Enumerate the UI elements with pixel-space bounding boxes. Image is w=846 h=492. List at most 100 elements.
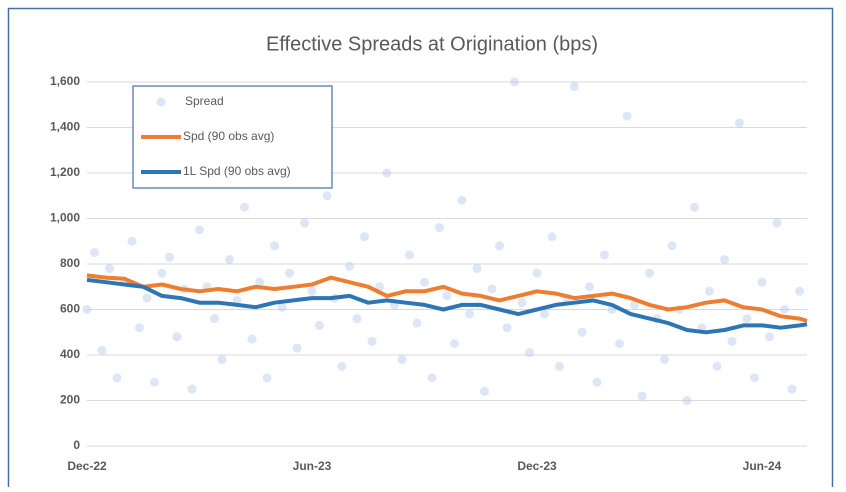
series-line bbox=[86, 273, 808, 323]
scatter-point bbox=[547, 232, 557, 242]
scatter-point bbox=[307, 286, 317, 296]
scatter-point bbox=[165, 252, 174, 262]
scatter-point bbox=[352, 314, 362, 324]
scatter-point bbox=[705, 286, 714, 296]
scatter-point bbox=[217, 355, 227, 365]
scatter-point bbox=[405, 250, 414, 260]
scatter-point bbox=[382, 168, 392, 178]
scatter-point bbox=[285, 268, 294, 278]
y-tick-label: 1,600 bbox=[50, 74, 80, 88]
scatter-point bbox=[517, 298, 527, 308]
scatter-point bbox=[135, 323, 144, 333]
y-tick-label: 0 bbox=[73, 438, 80, 452]
scatter-point bbox=[742, 314, 752, 324]
scatter-point bbox=[337, 361, 347, 371]
scatter-point bbox=[255, 277, 264, 287]
y-tick-label: 600 bbox=[60, 302, 80, 316]
scatter-point bbox=[660, 355, 669, 365]
scatter-point bbox=[270, 241, 279, 251]
scatter-point bbox=[225, 254, 234, 264]
scatter-point bbox=[592, 377, 602, 387]
scatter-point bbox=[277, 302, 287, 312]
scatter-point bbox=[472, 264, 482, 274]
legend: Spread Spd (90 obs avg) 1L Spd (90 obs avg… bbox=[132, 85, 333, 189]
scatter-point bbox=[667, 241, 677, 251]
scatter-point bbox=[345, 261, 354, 271]
scatter-point bbox=[690, 202, 699, 212]
scatter-point bbox=[457, 195, 467, 205]
scatter-point bbox=[495, 241, 504, 251]
scatter-point bbox=[142, 293, 152, 303]
scatter-point bbox=[247, 334, 257, 344]
chart-title: Effective Spreads at Origination (bps) bbox=[266, 33, 598, 55]
legend-marker bbox=[156, 97, 166, 107]
scatter-point bbox=[150, 377, 159, 387]
scatter-point bbox=[727, 336, 737, 346]
scatter-point bbox=[172, 332, 182, 342]
scatter-point bbox=[735, 118, 744, 128]
scatter-point bbox=[292, 343, 302, 353]
scatter-point bbox=[750, 373, 759, 383]
x-tick-label: Jun-23 bbox=[293, 459, 332, 473]
scatter-point bbox=[465, 309, 474, 319]
y-tick-label: 200 bbox=[60, 393, 80, 407]
scatter-point bbox=[210, 314, 219, 324]
scatter-point bbox=[240, 202, 249, 212]
scatter-point bbox=[765, 332, 774, 342]
scatter-point bbox=[420, 277, 429, 287]
scatter-point bbox=[315, 320, 324, 330]
scatter-point bbox=[772, 218, 782, 228]
scatter-point bbox=[585, 282, 594, 292]
scatter-point bbox=[540, 309, 549, 319]
scatter-point bbox=[682, 396, 692, 405]
series-line bbox=[86, 277, 808, 335]
scatter-point bbox=[127, 236, 137, 246]
scatter-point bbox=[577, 327, 587, 337]
scatter-point bbox=[397, 355, 407, 365]
legend-label: Spd (90 obs avg) bbox=[183, 129, 274, 143]
x-tick-label: Dec-22 bbox=[67, 459, 107, 473]
scatter-point bbox=[757, 277, 767, 287]
scatter-point bbox=[300, 218, 309, 228]
scatter-point bbox=[555, 361, 564, 371]
scatter-point bbox=[570, 82, 579, 92]
scatter-point bbox=[442, 291, 452, 301]
scatter-point bbox=[622, 111, 632, 121]
legend-label: Spread bbox=[185, 94, 224, 108]
x-tick-label: Jun-24 bbox=[743, 459, 782, 473]
y-tick-label: 800 bbox=[60, 256, 80, 270]
scatter-point bbox=[615, 339, 624, 349]
scatter-point bbox=[525, 348, 534, 358]
y-tick-label: 1,400 bbox=[50, 120, 80, 134]
scatter-point bbox=[435, 223, 444, 233]
y-tick-label: 1,200 bbox=[50, 165, 80, 179]
scatter-point bbox=[645, 268, 654, 278]
scatter-point bbox=[630, 300, 639, 310]
scatter-point bbox=[187, 384, 197, 394]
scatter-point bbox=[262, 373, 272, 383]
scatter-point bbox=[637, 391, 647, 401]
scatter-point bbox=[780, 305, 789, 314]
y-tick-label: 1,000 bbox=[50, 211, 80, 225]
scatter-point bbox=[502, 323, 512, 333]
scatter-point bbox=[450, 339, 459, 349]
scatter-point bbox=[487, 284, 497, 294]
scatter-point bbox=[157, 268, 167, 278]
chart-frame bbox=[7, 7, 834, 492]
scatter-point bbox=[480, 386, 489, 396]
scatter-point bbox=[367, 336, 377, 346]
scatter-point bbox=[510, 77, 519, 87]
scatter-point bbox=[82, 305, 92, 314]
scatter-point bbox=[427, 373, 437, 383]
y-tick-label: 400 bbox=[60, 347, 80, 361]
x-tick-label: Dec-23 bbox=[517, 459, 557, 473]
scatter-point bbox=[90, 248, 99, 258]
scatter-point bbox=[105, 264, 114, 274]
scatter-point bbox=[97, 345, 107, 355]
scatter-point bbox=[195, 225, 204, 235]
scatter-point bbox=[322, 191, 332, 201]
scatter-point bbox=[795, 286, 804, 296]
scatter-point bbox=[720, 254, 729, 264]
scatter-point bbox=[360, 232, 369, 242]
scatter-point bbox=[712, 361, 722, 371]
